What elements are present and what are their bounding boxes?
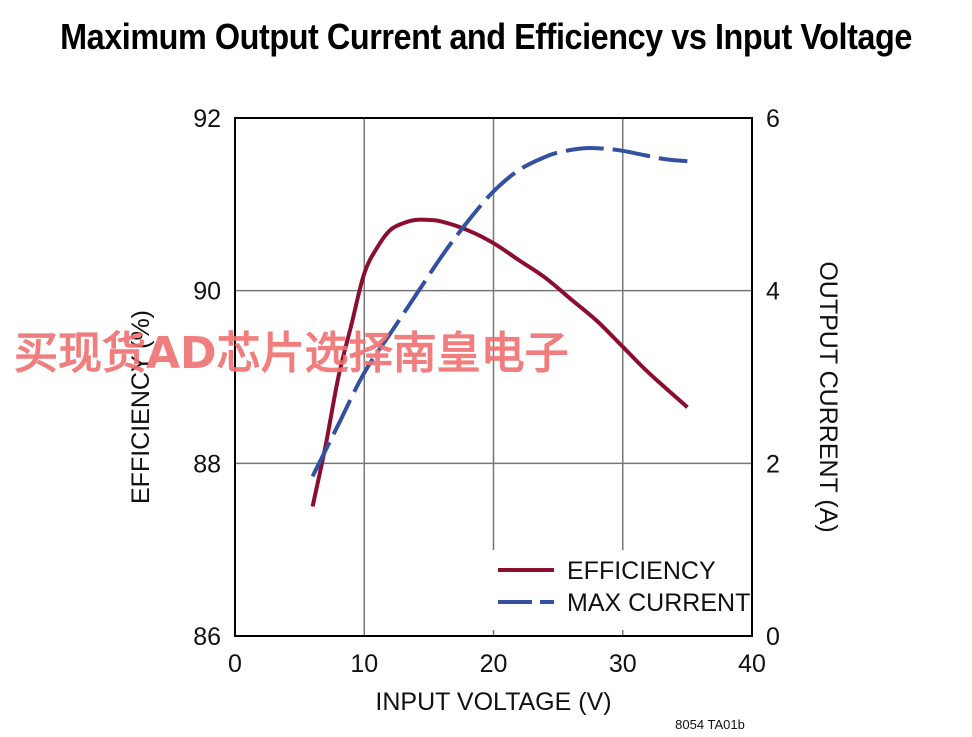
figure-code: 8054 TA01b xyxy=(675,717,745,732)
y-left-tick-label: 92 xyxy=(193,105,221,133)
y-axis-right-label: OUTPUT CURRENT (A) xyxy=(814,261,842,532)
y-right-tick-label: 4 xyxy=(766,278,780,306)
tick-labels: 0 10 20 30 40 86 88 90 92 0 2 4 6 xyxy=(193,105,780,678)
y-axis-left-label: EFFICIENCY (%) xyxy=(127,310,155,504)
legend-label-max-current: MAX CURRENT xyxy=(567,589,750,617)
x-tick-label: 30 xyxy=(609,650,637,678)
watermark-text: 买现货AD芯片选择南皇电子 xyxy=(14,328,569,379)
legend-label-efficiency: EFFICIENCY xyxy=(567,557,716,585)
series-line-max-current xyxy=(310,146,688,478)
x-tick-label: 40 xyxy=(738,650,766,678)
y-right-tick-label: 0 xyxy=(766,623,780,651)
y-left-tick-label: 86 xyxy=(193,623,221,651)
x-tick-label: 20 xyxy=(480,650,508,678)
y-right-tick-label: 2 xyxy=(766,450,780,478)
chart-title: Maximum Output Current and Efficiency vs… xyxy=(60,16,912,57)
legend-background xyxy=(492,550,748,630)
plot-frame xyxy=(234,117,753,637)
x-axis-label: INPUT VOLTAGE (V) xyxy=(375,688,611,716)
x-tick-label: 10 xyxy=(350,650,378,678)
y-left-tick-label: 88 xyxy=(193,450,221,478)
series-line-efficiency xyxy=(310,217,689,507)
series-lines xyxy=(310,146,689,507)
x-tick-label: 0 xyxy=(228,650,242,678)
y-left-tick-label: 90 xyxy=(193,278,221,306)
legend: EFFICIENCY MAX CURRENT xyxy=(492,550,750,630)
y-right-tick-label: 6 xyxy=(766,105,780,133)
